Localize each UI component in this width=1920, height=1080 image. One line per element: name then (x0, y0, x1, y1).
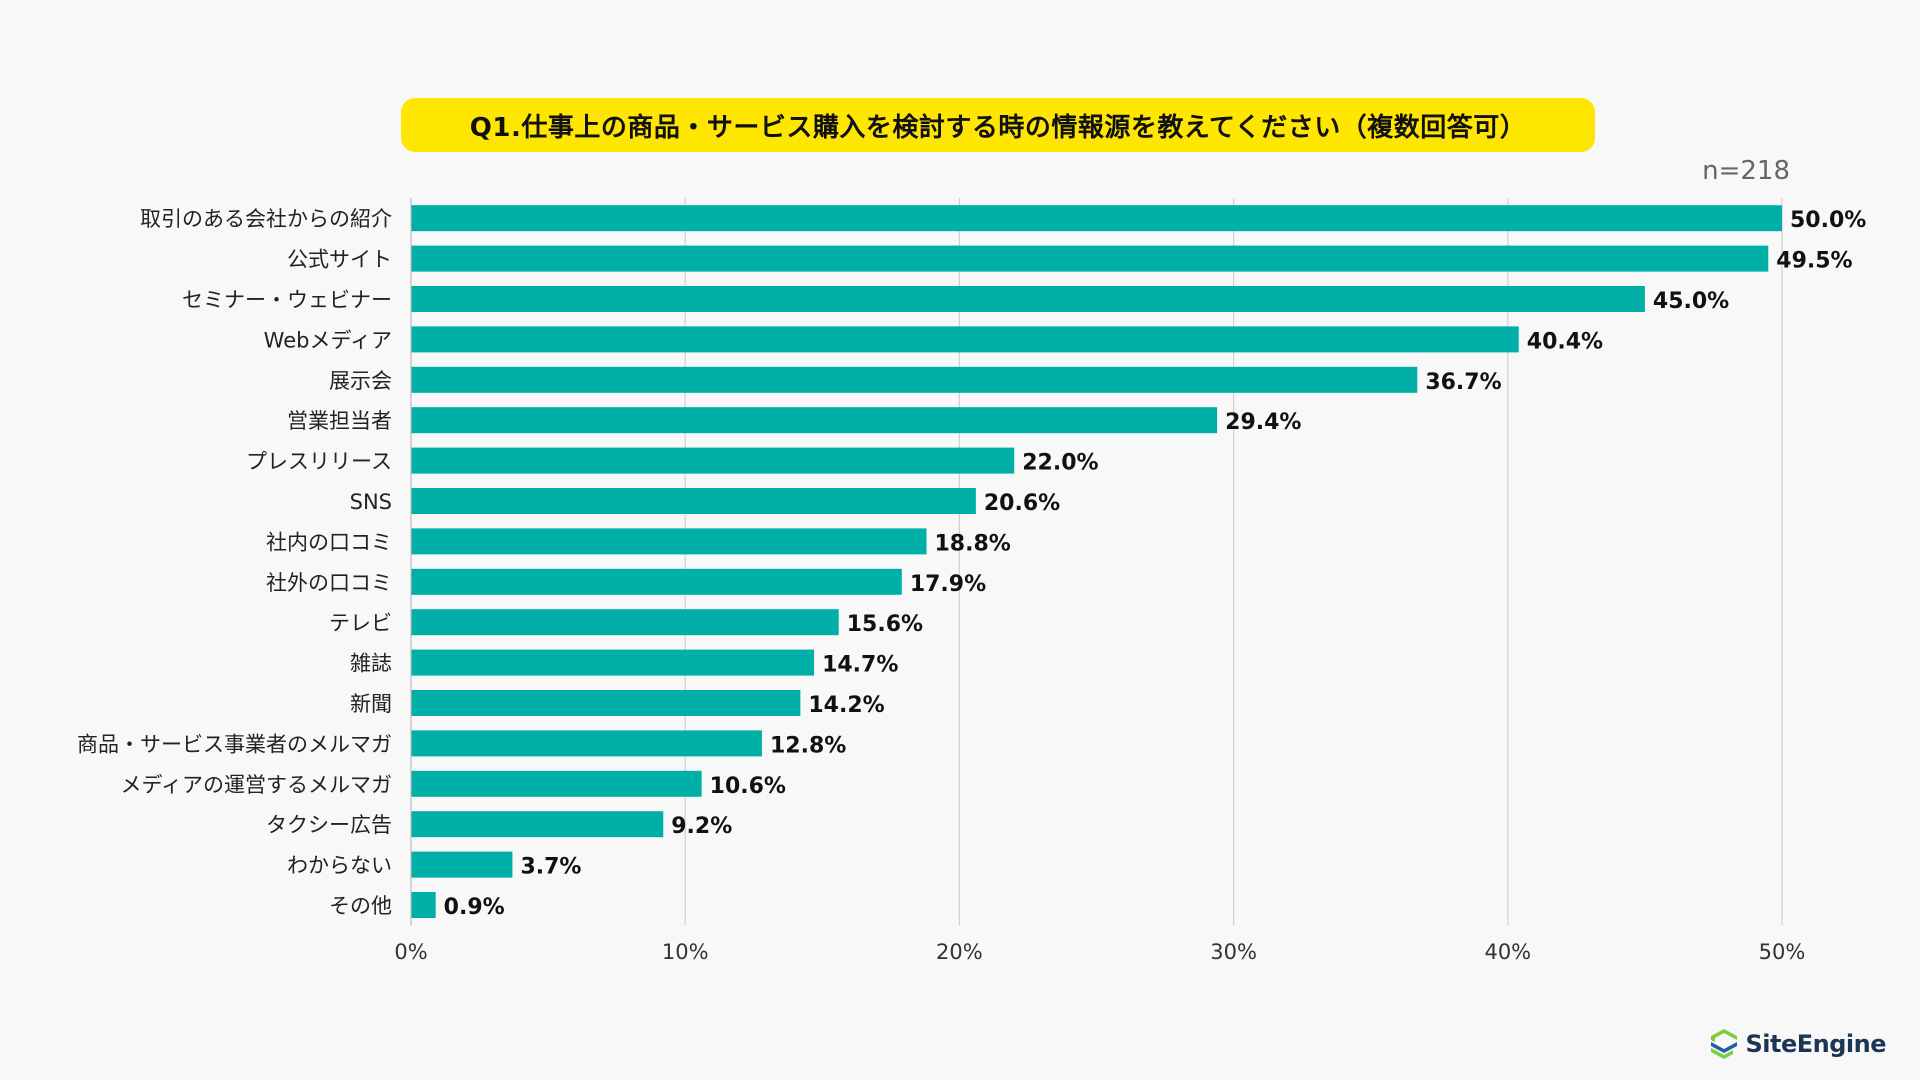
data-label: 14.7% (822, 653, 898, 678)
data-label: 10.6% (710, 774, 786, 799)
data-label: 14.2% (808, 693, 884, 718)
bar (411, 245, 1769, 272)
data-label: 20.6% (984, 491, 1060, 516)
category-label: 社外の口コミ (266, 571, 392, 595)
category-label: その他 (329, 894, 392, 918)
data-label: 45.0% (1653, 289, 1729, 314)
site-engine-s-logo-icon (1711, 1029, 1738, 1059)
brand-logo: SiteEngine (1709, 1028, 1886, 1060)
bar (411, 205, 1782, 232)
bar (411, 609, 839, 636)
data-label: 17.9% (910, 572, 986, 597)
category-label: わからない (287, 854, 392, 878)
category-label: 展示会 (329, 369, 392, 393)
category-label: 取引のある会社からの紹介 (140, 207, 392, 231)
data-label: 3.7% (520, 855, 581, 880)
category-label: 雑誌 (350, 652, 392, 676)
bar (411, 690, 801, 716)
bar (411, 447, 1015, 474)
data-label: 15.6% (847, 612, 923, 637)
bar (411, 770, 702, 797)
bar (411, 649, 815, 676)
category-label: メディアの運営するメルマガ (120, 773, 392, 797)
bar (411, 730, 762, 757)
data-label: 49.5% (1776, 249, 1852, 274)
chart-title: Q1.仕事上の商品・サービス購入を検討する時の情報源を教えてください（複数回答可… (469, 112, 1527, 143)
data-label: 36.7% (1425, 370, 1501, 395)
bar (411, 488, 976, 514)
x-tick-label: 30% (1210, 940, 1257, 964)
category-label: タクシー広告 (266, 813, 392, 837)
brand-name: SiteEngine (1745, 1030, 1886, 1058)
x-tick-label: 40% (1484, 940, 1531, 964)
category-label: テレビ (329, 611, 392, 635)
data-label: 50.0% (1790, 208, 1866, 233)
bar (411, 366, 1418, 393)
bar (411, 811, 664, 838)
data-label: 29.4% (1225, 410, 1301, 435)
bar (411, 851, 513, 878)
data-label: 18.8% (934, 531, 1010, 556)
category-label: 商品・サービス事業者のメルマガ (77, 732, 392, 756)
data-label: 12.8% (770, 733, 846, 758)
bar (411, 892, 436, 918)
data-label: 22.0% (1022, 451, 1098, 476)
x-tick-label: 50% (1759, 940, 1806, 964)
bar (411, 407, 1218, 434)
category-label: セミナー・ウェビナー (182, 288, 392, 312)
category-label: 社内の口コミ (266, 530, 392, 554)
category-label: SNS (350, 490, 392, 514)
data-label: 40.4% (1527, 329, 1603, 354)
category-label: 営業担当者 (287, 409, 392, 433)
data-label: 9.2% (671, 814, 732, 839)
bar (411, 286, 1645, 312)
bar (411, 568, 902, 595)
x-tick-label: 20% (936, 940, 983, 964)
chart-title-banner: Q1.仕事上の商品・サービス購入を検討する時の情報源を教えてください（複数回答可… (401, 98, 1595, 152)
category-label: 公式サイト (287, 248, 392, 272)
category-label: プレスリリース (246, 450, 392, 474)
x-tick-label: 10% (662, 940, 709, 964)
x-tick-label: 0% (394, 940, 427, 964)
sample-size-label: n=218 (1702, 156, 1790, 186)
category-label: 新聞 (350, 692, 392, 716)
data-label: 0.9% (444, 895, 505, 920)
bar (411, 326, 1519, 353)
category-label: Webメディア (264, 328, 392, 352)
bar (411, 528, 927, 555)
